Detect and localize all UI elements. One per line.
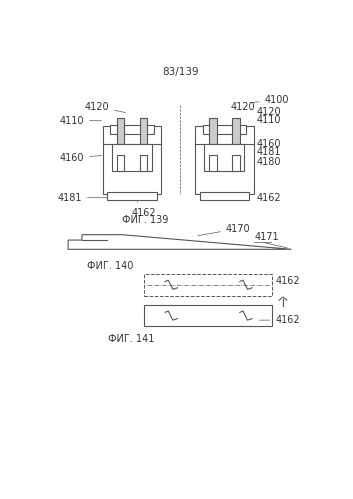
- Bar: [110, 125, 154, 134]
- Text: ФИГ. 139: ФИГ. 139: [122, 215, 168, 225]
- Bar: [209, 118, 217, 155]
- Bar: [209, 155, 217, 171]
- Text: 4180: 4180: [257, 157, 281, 167]
- Text: 4181: 4181: [257, 147, 281, 157]
- Text: 4110: 4110: [60, 116, 102, 126]
- Bar: [140, 118, 148, 155]
- Text: 4100: 4100: [250, 95, 289, 105]
- Text: 4120: 4120: [84, 102, 125, 112]
- Bar: [144, 305, 272, 326]
- Text: 4160: 4160: [60, 153, 102, 163]
- Text: 4170: 4170: [198, 224, 251, 236]
- Text: ФИГ. 141: ФИГ. 141: [108, 334, 155, 344]
- Text: 4160: 4160: [257, 139, 281, 149]
- Bar: [107, 192, 157, 200]
- Polygon shape: [280, 297, 286, 300]
- Bar: [232, 155, 240, 171]
- Bar: [203, 125, 246, 134]
- Text: 83/139: 83/139: [162, 67, 199, 77]
- Bar: [116, 155, 124, 171]
- Bar: [103, 126, 161, 194]
- Text: 4120: 4120: [257, 107, 281, 117]
- Text: 4171: 4171: [255, 233, 279, 243]
- Text: 4181: 4181: [58, 193, 108, 203]
- Text: 4162: 4162: [131, 202, 156, 218]
- Polygon shape: [68, 235, 292, 250]
- Text: 4162: 4162: [257, 193, 281, 203]
- Bar: [140, 155, 148, 171]
- Bar: [116, 118, 124, 155]
- Text: 4162: 4162: [272, 276, 300, 286]
- Bar: [204, 144, 244, 171]
- Bar: [232, 118, 240, 155]
- Bar: [144, 274, 272, 295]
- Bar: [195, 126, 254, 194]
- Bar: [112, 144, 152, 171]
- Text: 4120: 4120: [231, 102, 255, 112]
- Bar: [200, 192, 249, 200]
- Text: ФИГ. 140: ФИГ. 140: [87, 261, 134, 271]
- Text: 4110: 4110: [257, 115, 281, 125]
- Text: 4162: 4162: [259, 315, 300, 325]
